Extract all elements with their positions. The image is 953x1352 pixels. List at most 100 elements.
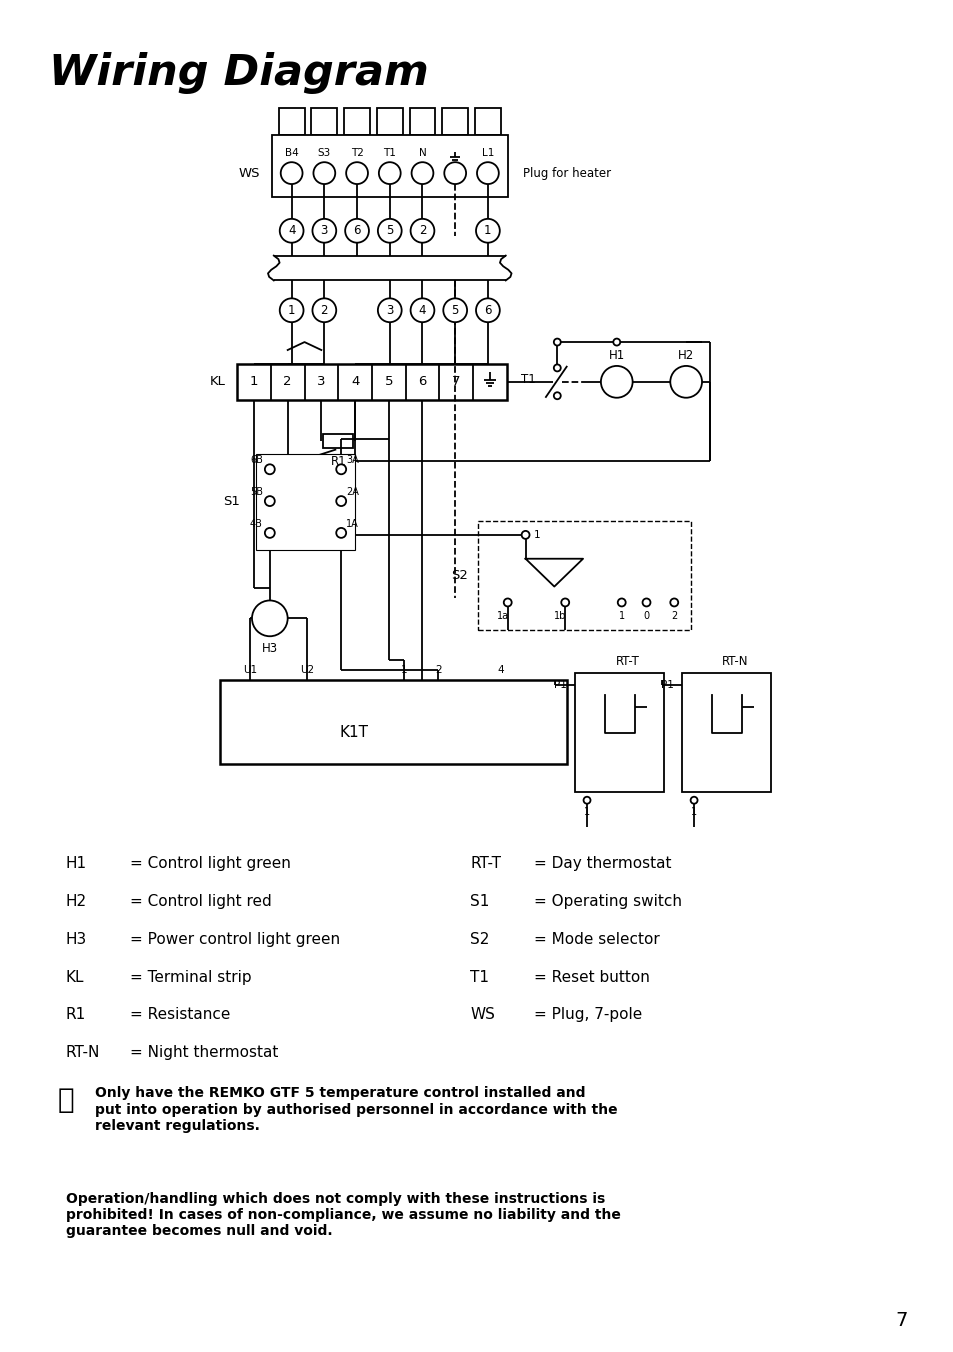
Text: = Reset button: = Reset button xyxy=(534,969,650,984)
Circle shape xyxy=(265,527,274,538)
Text: RT-N: RT-N xyxy=(66,1045,100,1060)
Text: 0: 0 xyxy=(642,611,649,622)
Text: 5B: 5B xyxy=(250,487,263,498)
Circle shape xyxy=(314,162,335,184)
Circle shape xyxy=(690,796,697,803)
Text: WS: WS xyxy=(238,166,259,180)
Text: S2: S2 xyxy=(470,932,489,946)
Text: H2: H2 xyxy=(66,894,87,909)
Text: 1: 1 xyxy=(400,665,407,675)
Text: 2A: 2A xyxy=(346,487,358,498)
Text: 1: 1 xyxy=(583,807,590,817)
Text: 2: 2 xyxy=(418,224,426,237)
Text: 7: 7 xyxy=(452,376,460,388)
Text: = Terminal strip: = Terminal strip xyxy=(130,969,252,984)
Circle shape xyxy=(252,600,288,637)
Text: RT-N: RT-N xyxy=(720,654,747,668)
Text: 1: 1 xyxy=(288,304,295,316)
Circle shape xyxy=(313,299,335,322)
Text: 2: 2 xyxy=(320,304,328,316)
Bar xyxy=(220,680,567,764)
Text: WS: WS xyxy=(470,1007,495,1022)
Circle shape xyxy=(346,162,368,184)
Circle shape xyxy=(265,496,274,506)
Text: 5: 5 xyxy=(386,224,393,237)
Text: 1: 1 xyxy=(534,530,540,539)
Circle shape xyxy=(280,162,302,184)
Text: P1: P1 xyxy=(660,680,674,690)
Circle shape xyxy=(335,464,346,475)
Bar xyxy=(237,364,506,400)
Bar xyxy=(475,108,500,135)
Text: K1T: K1T xyxy=(339,725,368,740)
Text: = Plug, 7-pole: = Plug, 7-pole xyxy=(534,1007,642,1022)
Text: = Power control light green: = Power control light green xyxy=(130,932,340,946)
Circle shape xyxy=(377,219,401,243)
Bar xyxy=(681,673,771,792)
Text: R1: R1 xyxy=(330,454,346,468)
Text: = Mode selector: = Mode selector xyxy=(534,932,659,946)
Text: 1a: 1a xyxy=(497,611,508,622)
Text: T1: T1 xyxy=(520,373,535,387)
Circle shape xyxy=(335,496,346,506)
Text: = Control light red: = Control light red xyxy=(130,894,272,909)
Text: = Night thermostat: = Night thermostat xyxy=(130,1045,278,1060)
Text: 6: 6 xyxy=(483,304,491,316)
Text: H3: H3 xyxy=(261,642,277,654)
Text: RT-T: RT-T xyxy=(615,654,639,668)
Bar xyxy=(477,521,690,630)
Text: 6: 6 xyxy=(417,376,426,388)
Text: 👉: 👉 xyxy=(57,1087,74,1114)
Text: 4: 4 xyxy=(418,304,426,316)
Text: 1A: 1A xyxy=(346,519,358,529)
Text: = Operating switch: = Operating switch xyxy=(534,894,681,909)
Bar xyxy=(442,108,468,135)
Text: 6: 6 xyxy=(353,224,360,237)
Circle shape xyxy=(554,338,560,346)
Bar xyxy=(344,108,370,135)
Text: L1: L1 xyxy=(481,149,494,158)
Circle shape xyxy=(410,299,434,322)
Text: Wiring Diagram: Wiring Diagram xyxy=(49,51,428,93)
Circle shape xyxy=(521,531,529,539)
Text: T1: T1 xyxy=(383,149,395,158)
Bar xyxy=(272,135,507,197)
Text: H2: H2 xyxy=(678,349,694,362)
Circle shape xyxy=(613,338,619,346)
Circle shape xyxy=(618,599,625,607)
Circle shape xyxy=(476,299,499,322)
Text: 3A: 3A xyxy=(346,456,358,465)
Text: KL: KL xyxy=(209,376,225,388)
Text: H1: H1 xyxy=(66,856,87,871)
Text: 1: 1 xyxy=(618,611,624,622)
Text: 3: 3 xyxy=(386,304,393,316)
Text: KL: KL xyxy=(66,969,84,984)
Text: T1: T1 xyxy=(470,969,489,984)
Circle shape xyxy=(503,599,511,607)
Bar xyxy=(278,108,304,135)
Circle shape xyxy=(443,299,467,322)
Bar xyxy=(311,108,336,135)
Circle shape xyxy=(554,392,560,399)
Circle shape xyxy=(670,366,701,397)
Circle shape xyxy=(279,219,303,243)
Text: 4: 4 xyxy=(288,224,295,237)
Circle shape xyxy=(476,219,499,243)
Text: 3: 3 xyxy=(320,224,328,237)
Text: 2: 2 xyxy=(435,665,441,675)
Circle shape xyxy=(279,299,303,322)
Bar xyxy=(376,108,402,135)
Bar xyxy=(575,673,663,792)
Text: 6B: 6B xyxy=(250,456,263,465)
Circle shape xyxy=(642,599,650,607)
Text: 5: 5 xyxy=(451,304,458,316)
Text: 3: 3 xyxy=(316,376,325,388)
Text: U2: U2 xyxy=(300,665,314,675)
Bar xyxy=(409,108,435,135)
Circle shape xyxy=(444,162,466,184)
Text: Operation/handling which does not comply with these instructions is
prohibited! : Operation/handling which does not comply… xyxy=(66,1192,619,1238)
Text: R1: R1 xyxy=(66,1007,86,1022)
Text: 1b: 1b xyxy=(554,611,566,622)
Text: = Control light green: = Control light green xyxy=(130,856,291,871)
Text: S3: S3 xyxy=(317,149,331,158)
